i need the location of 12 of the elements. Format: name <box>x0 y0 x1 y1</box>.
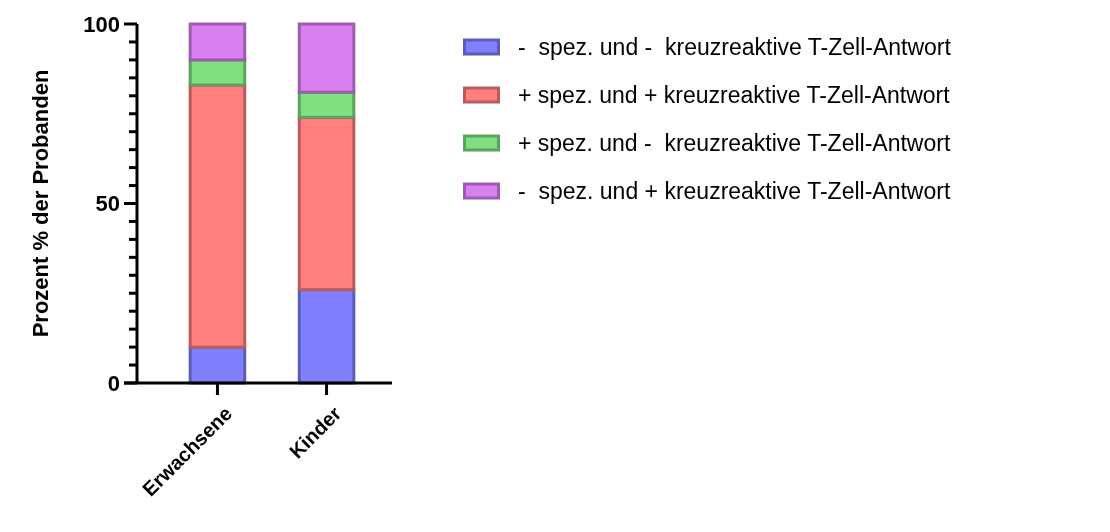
bar <box>188 22 247 62</box>
y-tick-label: 0 <box>107 370 120 396</box>
bar <box>297 288 356 385</box>
legend-label: + spez. und + kreuzreaktive T-Zell-Antwort <box>518 82 951 109</box>
y-tick-label: 50 <box>95 191 120 217</box>
bar <box>297 22 356 94</box>
legend-label: - spez. und + kreuzreaktive T-Zell-Antwort <box>518 178 951 205</box>
legend-label: + spez. und - kreuzreaktive T-Zell-Antwort <box>518 130 951 157</box>
y-axis-title: Prozent % der Probanden <box>28 69 53 338</box>
bar <box>188 58 247 87</box>
legend-label: - spez. und - kreuzreaktive T-Zell-Antwort <box>518 34 952 61</box>
y-tick-label: 100 <box>83 11 120 37</box>
